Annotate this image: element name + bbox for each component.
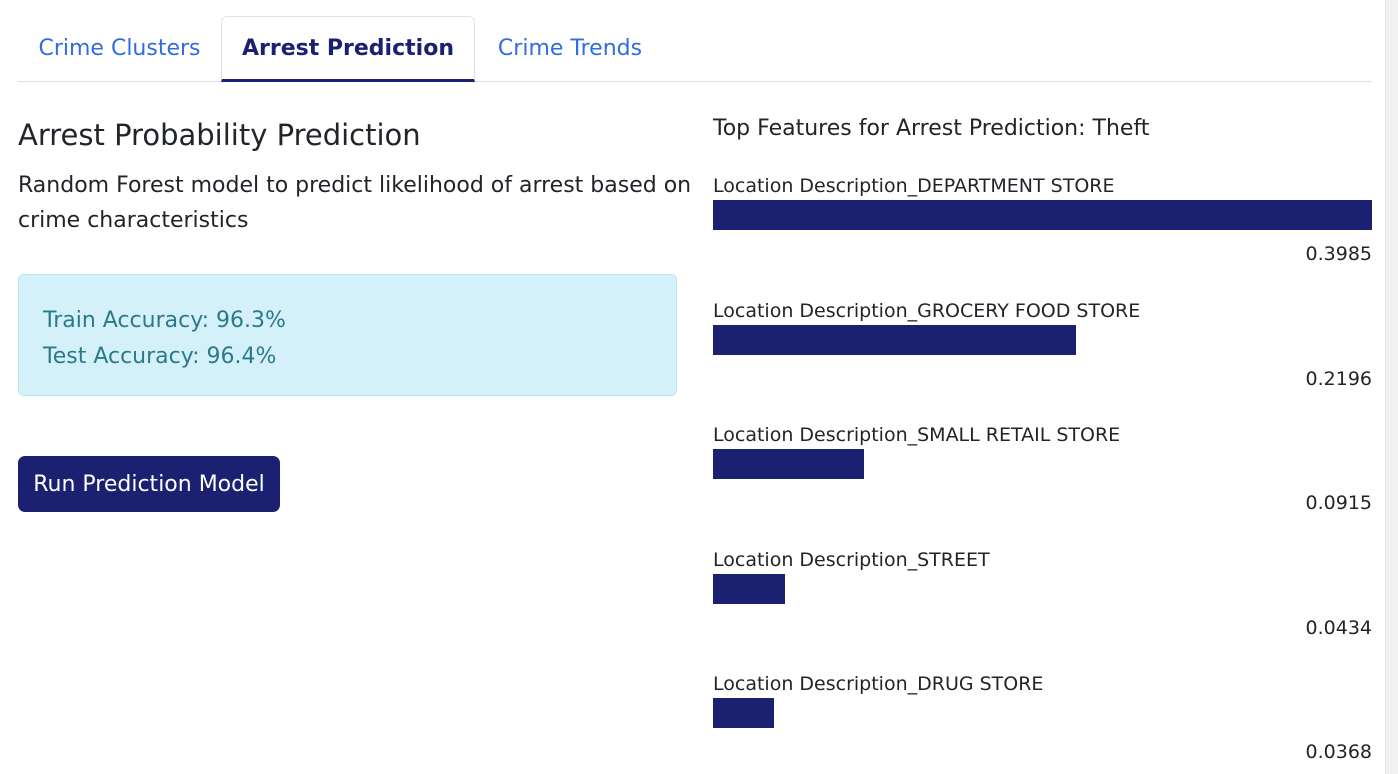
feature-row: Location Description_GROCERY FOOD STORE 0… xyxy=(713,300,1372,420)
feature-row: Location Description_DEPARTMENT STORE 0.3… xyxy=(713,175,1372,295)
accuracy-alert: Train Accuracy: 96.3% Test Accuracy: 96.… xyxy=(18,274,677,396)
tab-crime-trends[interactable]: Crime Trends xyxy=(497,36,643,61)
feature-label: Location Description_DRUG STORE xyxy=(713,673,1044,695)
train-accuracy: Train Accuracy: 96.3% xyxy=(43,308,286,333)
feature-row: Location Description_DRUG STORE 0.0368 xyxy=(713,673,1372,774)
feature-row: Location Description_SMALL RETAIL STORE 0… xyxy=(713,424,1372,544)
tab-crime-clusters[interactable]: Crime Clusters xyxy=(38,36,201,61)
feature-value: 0.2196 xyxy=(1305,367,1372,390)
feature-bar xyxy=(713,698,774,728)
chart-title: Top Features for Arrest Prediction: Thef… xyxy=(713,116,1150,141)
feature-bar xyxy=(713,200,1372,230)
test-accuracy: Test Accuracy: 96.4% xyxy=(43,344,277,369)
feature-bar xyxy=(713,573,785,604)
feature-bar xyxy=(713,324,1076,355)
feature-label: Location Description_STREET xyxy=(713,548,990,571)
feature-label: Location Description_DEPARTMENT STORE xyxy=(713,175,1115,197)
section-description: Random Forest model to predict likelihoo… xyxy=(18,173,692,233)
feature-row: Location Description_STREET 0.0434 xyxy=(713,549,1372,669)
section-title: Arrest Probability Prediction xyxy=(18,118,421,152)
feature-value: 0.3985 xyxy=(1305,243,1372,265)
tab-arrest-prediction[interactable]: Arrest Prediction xyxy=(221,16,475,82)
feature-bar xyxy=(713,449,864,479)
feature-label: Location Description_GROCERY FOOD STORE xyxy=(713,299,1141,322)
run-prediction-button[interactable]: Run Prediction Model xyxy=(18,456,280,512)
scrollbar[interactable] xyxy=(1385,0,1398,774)
feature-value: 0.0434 xyxy=(1305,616,1372,639)
feature-value: 0.0915 xyxy=(1305,492,1372,514)
feature-label: Location Description_SMALL RETAIL STORE xyxy=(713,424,1121,446)
feature-value: 0.0368 xyxy=(1305,741,1372,763)
tab-bar: Crime Clusters Arrest Prediction Crime T… xyxy=(18,16,1372,82)
